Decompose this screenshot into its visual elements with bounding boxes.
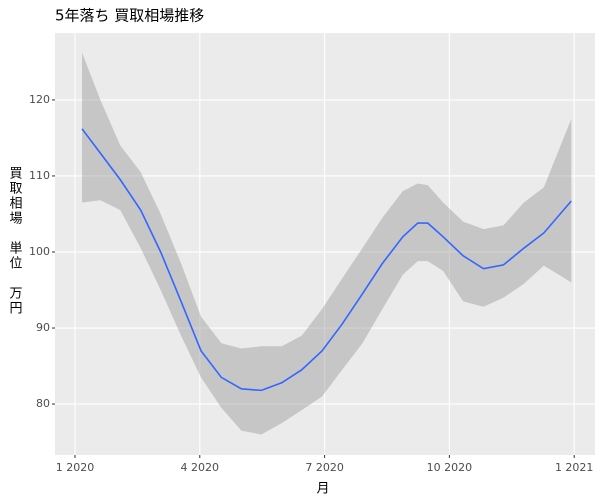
x-tick-label: 4 2020 [181, 461, 220, 474]
smooth-line [81, 128, 572, 392]
x-tick-label: 1 2021 [555, 461, 594, 474]
x-axis-title: 月 [316, 482, 329, 497]
x-tick-label: 7 2020 [305, 461, 344, 474]
y-tick-label: 110 [29, 169, 50, 182]
y-axis-title: 買取相場 単位 万円 [7, 166, 23, 316]
y-tick-label: 90 [36, 321, 50, 334]
y-tick-label: 80 [36, 397, 50, 410]
chart-title: 5年落ち 買取相場推移 [55, 7, 204, 25]
x-tick-label: 10 2020 [427, 461, 473, 474]
y-tick-label: 120 [29, 93, 50, 106]
y-tick-label: 100 [29, 245, 50, 258]
x-tick-label: 1 2020 [56, 461, 95, 474]
confidence-band [82, 52, 572, 435]
